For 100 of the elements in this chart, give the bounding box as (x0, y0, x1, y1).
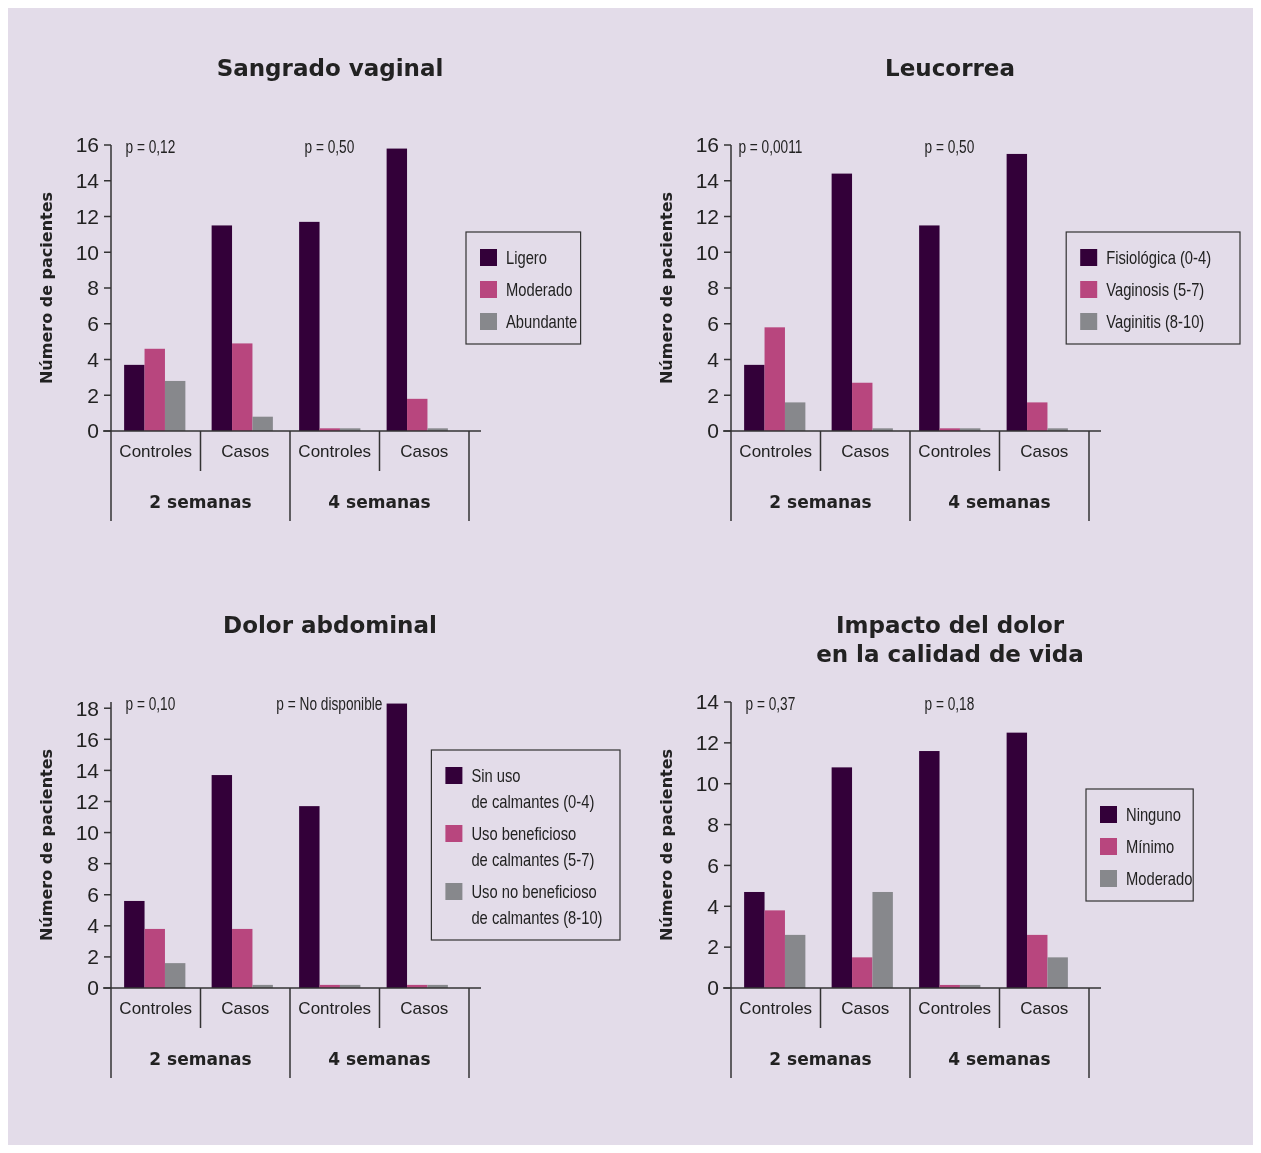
legend-label: Vaginitis (8-10) (1106, 311, 1205, 332)
bar (1027, 402, 1048, 431)
legend-label: Abundante (506, 311, 578, 332)
annotation: p = No disponible (276, 692, 383, 715)
bar (252, 416, 273, 431)
text: 4 semanas (328, 1049, 431, 1069)
y-tick-label: 0 (87, 419, 99, 443)
annotation: p = 0,50 (304, 135, 355, 158)
y-tick-label: 6 (87, 883, 99, 907)
y-tick-label: 16 (695, 133, 719, 157)
chart-title: Impacto del dolor en la calidad de vida (816, 612, 1084, 667)
legend-label: Moderado (506, 279, 573, 300)
x-tick-label: Controles (298, 999, 372, 1018)
x-tick-label: Controles (739, 442, 813, 461)
y-tick-label: 14 (695, 690, 720, 714)
bar (919, 751, 940, 988)
annotation: p = 0,50 (924, 135, 975, 158)
text: 4 semanas (328, 492, 431, 512)
legend-label: Fisiológica (0-4) (1106, 247, 1212, 268)
bar (872, 891, 893, 988)
bar (744, 891, 765, 988)
x-tick-label: Casos (1020, 442, 1069, 461)
bar (919, 225, 940, 431)
y-tick-label: 12 (75, 204, 99, 228)
x-tick-label: Casos (221, 999, 270, 1018)
x-tick-label: Controles (918, 442, 992, 461)
y-axis-title: Número de pacientes (37, 748, 56, 942)
y-tick-label: 2 (87, 383, 99, 407)
chart-title: Leucorrea (885, 55, 1015, 81)
y-tick-label: 4 (707, 347, 720, 371)
legend-label: Uso beneficioso de calmantes (5-7) (471, 823, 595, 870)
x-tick-label: Casos (400, 999, 449, 1018)
x-tick-label: Casos (1020, 999, 1069, 1018)
bar (144, 348, 165, 431)
text: 4 semanas (948, 492, 1051, 512)
bar (852, 957, 873, 988)
bar (386, 148, 408, 431)
legend-label: Moderado (1126, 868, 1193, 889)
x-tick-label: Controles (298, 442, 372, 461)
y-tick-label: 2 (707, 935, 719, 959)
bar (144, 928, 165, 988)
y-tick-label: 4 (87, 914, 100, 938)
y-tick-label: 0 (707, 976, 719, 1000)
annotation: p = 0,18 (924, 692, 975, 715)
x-tick-label: Casos (400, 442, 449, 461)
bar (232, 343, 253, 431)
text: 2 semanas (149, 1049, 252, 1069)
y-tick-label: 8 (707, 812, 719, 836)
y-tick-label: 14 (695, 169, 720, 193)
y-axis-title: Número de pacientes (657, 748, 676, 942)
bar (299, 806, 320, 988)
text: 2 semanas (149, 492, 252, 512)
y-tick-label: 8 (707, 276, 719, 300)
bar (124, 364, 145, 431)
y-tick-label: 2 (87, 945, 99, 969)
bar (831, 767, 853, 988)
y-tick-label: 16 (75, 133, 99, 157)
bar (764, 910, 785, 988)
y-tick-label: 6 (707, 312, 719, 336)
x-tick-label: Controles (119, 442, 193, 461)
chart-title: Sangrado vaginal (216, 55, 444, 81)
y-tick-label: 14 (75, 758, 100, 782)
legend-label: Vaginosis (5-7) (1106, 279, 1205, 300)
bar (386, 703, 408, 988)
annotation: p = 0,10 (125, 692, 176, 715)
bar (1006, 732, 1028, 988)
y-axis-title: Número de pacientes (37, 191, 56, 385)
x-tick-label: Casos (841, 442, 890, 461)
bar (164, 380, 186, 431)
chart-title: Dolor abdominal (223, 612, 437, 638)
bar (784, 934, 806, 988)
bar (299, 221, 320, 431)
y-tick-label: 10 (695, 772, 719, 796)
legend-label: Mínimo (1126, 836, 1175, 857)
y-tick-label: 14 (75, 169, 100, 193)
y-tick-label: 0 (707, 419, 719, 443)
text: 2 semanas (769, 492, 872, 512)
bar (211, 775, 233, 988)
legend-label: Ligero (506, 247, 547, 268)
text: 2 semanas (769, 1049, 872, 1069)
bar (211, 225, 233, 431)
y-tick-label: 12 (695, 204, 719, 228)
x-tick-label: Casos (841, 999, 890, 1018)
bar (1047, 957, 1068, 988)
x-tick-label: Casos (221, 442, 270, 461)
bar (831, 173, 853, 431)
x-tick-label: Controles (918, 999, 992, 1018)
y-tick-label: 18 (75, 696, 99, 720)
bar (764, 327, 785, 431)
bar (232, 928, 253, 988)
y-tick-label: 4 (87, 347, 100, 371)
y-tick-label: 10 (75, 820, 99, 844)
annotation: p = 0,37 (745, 692, 796, 715)
y-tick-label: 8 (87, 276, 99, 300)
y-tick-label: 0 (87, 976, 99, 1000)
bar (164, 963, 186, 988)
bar (784, 402, 806, 431)
legend-label: Sin uso de calmantes (0-4) (471, 765, 595, 812)
bar (1027, 934, 1048, 988)
y-tick-label: 10 (695, 240, 719, 264)
